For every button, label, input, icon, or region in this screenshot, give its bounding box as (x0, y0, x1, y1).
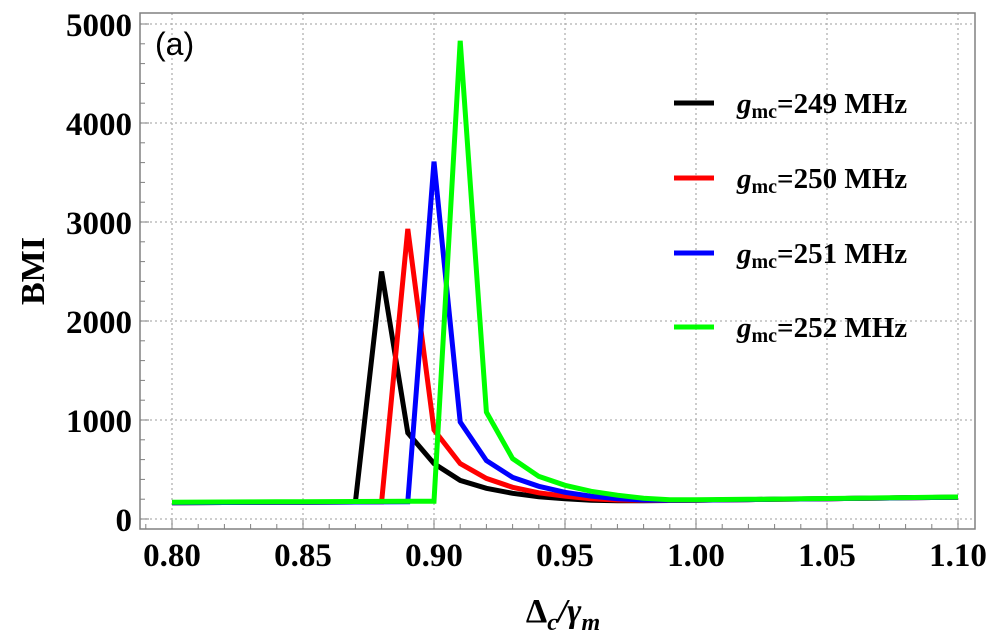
legend-label: gmc=250 MHz (736, 163, 907, 198)
x-tick-label: 0.90 (405, 538, 463, 574)
data-series (171, 40, 959, 506)
legend-label: gmc=249 MHz (736, 88, 907, 123)
y-tick-label: 0 (116, 503, 133, 539)
axis-ticks (140, 23, 959, 529)
x-tick-label: 1.05 (798, 538, 856, 574)
legend: gmc=249 MHz gmc=250 MHz gmc=251 MHz gmc=252… (674, 88, 907, 347)
gridlines (140, 13, 975, 529)
series-line (171, 40, 959, 505)
legend-label: gmc=251 MHz (736, 238, 907, 273)
plot-frame (139, 12, 976, 530)
x-tick-label: 0.85 (274, 538, 332, 574)
y-tick-label: 4000 (66, 107, 132, 143)
y-tick-label: 1000 (66, 404, 132, 440)
x-tick-label: 1.10 (929, 538, 987, 574)
y-tick-labels: 0 1000 2000 3000 4000 5000 (66, 8, 132, 539)
x-tick-label: 0.80 (143, 538, 201, 574)
y-tick-label: 5000 (66, 8, 132, 44)
y-tick-label: 2000 (66, 305, 132, 341)
x-tick-label: 1.00 (667, 538, 725, 574)
x-axis-label: Δc/γm (526, 593, 600, 636)
y-axis-label: BMI (15, 237, 52, 305)
y-tick-label: 3000 (66, 206, 132, 242)
legend-label: gmc=252 MHz (736, 312, 907, 347)
x-tick-label: 0.95 (536, 538, 594, 574)
panel-label: (a) (155, 26, 194, 62)
x-tick-labels: 0.80 0.85 0.90 0.95 1.00 1.05 1.10 (143, 538, 987, 574)
